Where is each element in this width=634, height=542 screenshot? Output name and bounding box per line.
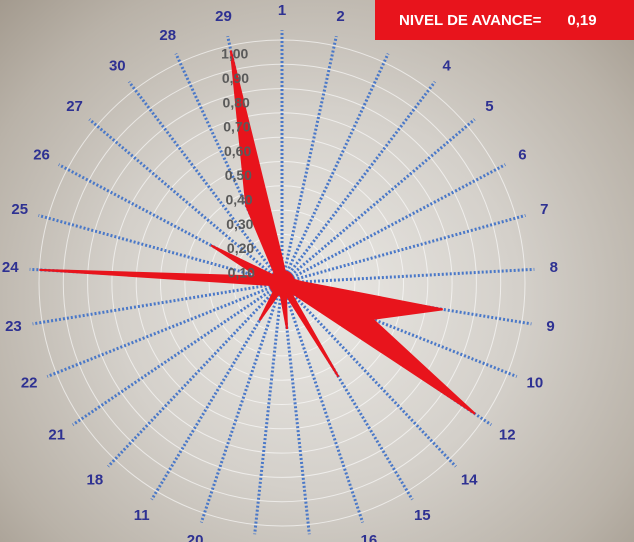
category-label: 25 xyxy=(11,201,28,218)
category-label: 1 xyxy=(278,2,286,19)
radial-tick-label: 0,10 xyxy=(228,264,255,280)
category-label: 2 xyxy=(336,8,344,25)
category-label: 26 xyxy=(33,146,50,163)
spoke xyxy=(281,163,506,285)
spoke xyxy=(281,118,476,285)
spoke xyxy=(281,267,535,285)
radial-tick-label: 0,70 xyxy=(223,119,250,135)
category-label: 18 xyxy=(86,472,103,489)
spoke xyxy=(32,281,283,326)
radial-tick-label: 1,00 xyxy=(221,46,248,62)
category-label: 14 xyxy=(461,472,478,489)
data-area xyxy=(39,50,476,415)
summary-label: NIVEL DE AVANCE= xyxy=(399,11,542,29)
summary-value: 0,19 xyxy=(567,11,597,29)
category-label: 11 xyxy=(134,507,150,524)
radial-tick-label: 0,50 xyxy=(225,167,252,183)
category-label: 8 xyxy=(550,259,558,276)
category-label: 23 xyxy=(5,318,22,335)
spoke xyxy=(281,213,526,285)
category-label: 9 xyxy=(546,318,554,335)
spoke xyxy=(280,80,437,284)
grid-circle xyxy=(87,88,477,478)
category-label: 5 xyxy=(485,98,493,115)
spoke xyxy=(71,281,283,427)
summary-badge: NIVEL DE AVANCE= 0,19 xyxy=(375,0,634,40)
category-label: 22 xyxy=(21,375,38,392)
category-label: 15 xyxy=(414,507,431,524)
category-label: 24 xyxy=(2,259,19,276)
radial-tick-label: 0,30 xyxy=(226,216,253,232)
category-label: 27 xyxy=(66,98,83,115)
category-label: 7 xyxy=(540,201,548,218)
radial-tick-label: 0,80 xyxy=(223,94,250,110)
grid-circle xyxy=(62,63,502,503)
category-label: 4 xyxy=(443,57,452,74)
category-label: 12 xyxy=(499,427,516,444)
grid-circle xyxy=(111,112,453,454)
radial-tick-label: 0,60 xyxy=(224,143,251,159)
radial-tick-label: 0,90 xyxy=(222,70,249,86)
category-label: 16 xyxy=(361,532,378,542)
spoke xyxy=(107,281,284,468)
category-label: 29 xyxy=(215,8,232,25)
category-label: 10 xyxy=(526,375,543,392)
category-label: 6 xyxy=(518,146,526,163)
category-label: 30 xyxy=(109,57,126,74)
category-label: 28 xyxy=(159,27,176,44)
category-label: 20 xyxy=(187,532,204,542)
radial-tick-label: 0,20 xyxy=(227,240,254,256)
radial-tick-label: 0,40 xyxy=(225,192,252,208)
category-label: 21 xyxy=(48,427,65,444)
grid-circle xyxy=(38,39,526,527)
